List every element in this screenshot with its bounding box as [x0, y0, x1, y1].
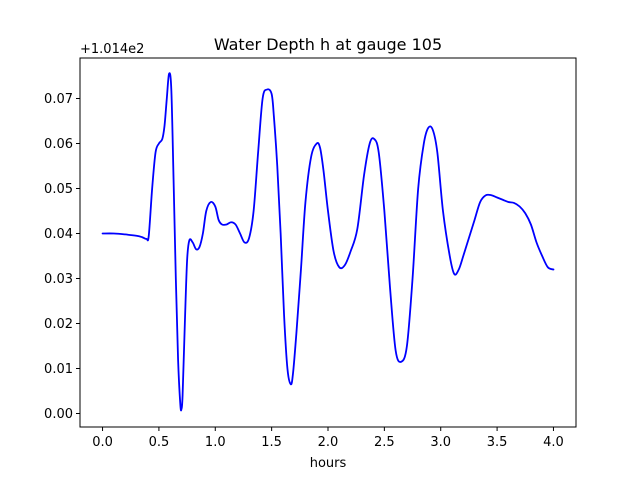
- x-tick-label: 2.0: [318, 435, 339, 450]
- x-tick-label: 3.5: [487, 435, 508, 450]
- y-axis: 0.00 0.01 0.02 0.03 0.04 0.05 0.06 0.07: [44, 92, 80, 422]
- x-tick-label: 3.0: [430, 435, 451, 450]
- x-tick-label: 1.5: [261, 435, 282, 450]
- plot-area: [79, 57, 577, 428]
- x-tick-label: 1.0: [205, 435, 226, 450]
- y-tick-label: 0.05: [44, 182, 73, 197]
- x-axis-label: hours: [310, 456, 347, 471]
- y-offset-text: +1.014e2: [80, 42, 144, 57]
- y-tick-label: 0.02: [44, 317, 73, 332]
- y-tick-label: 0.07: [44, 92, 73, 107]
- x-tick-label: 4.0: [543, 435, 564, 450]
- y-tick-label: 0.06: [44, 137, 73, 152]
- x-tick-label: 2.5: [374, 435, 395, 450]
- y-tick-label: 0.00: [44, 407, 73, 422]
- x-axis: 0.0 0.5 1.0 1.5 2.0 2.5 3.0 3.5 4.0: [92, 427, 564, 450]
- series-line: [101, 72, 555, 412]
- x-tick-label: 0.5: [149, 435, 170, 450]
- y-tick-label: 0.01: [44, 362, 73, 377]
- x-tick-label: 0.0: [92, 435, 113, 450]
- chart-title: Water Depth h at gauge 105: [214, 35, 442, 54]
- y-tick-label: 0.03: [44, 272, 73, 287]
- y-tick-label: 0.04: [44, 227, 73, 242]
- axes-frame: [79, 57, 577, 428]
